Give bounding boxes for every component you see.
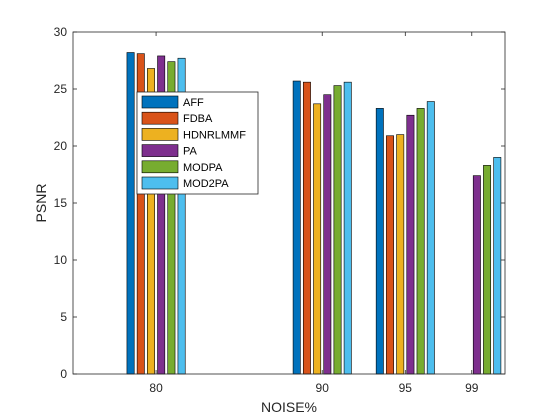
bar-hdnrlmmf-90 [313, 103, 322, 375]
bar-hdnrlmmf-95 [396, 134, 405, 375]
bar-mod2pa-95 [426, 101, 435, 375]
bar-aff-95 [375, 108, 384, 375]
legend-label-hdnrlmmf: HDNRLMMF [183, 129, 246, 141]
bar-mod2pa-99 [493, 157, 502, 375]
legend-swatch-aff [141, 95, 179, 109]
y-tick-label: 20 [54, 139, 68, 153]
x-axis-title: NOISE% [261, 399, 317, 415]
legend-swatch-mod2pa [141, 176, 179, 190]
x-tick-label: 99 [465, 381, 479, 395]
legend: AFF FDBA HDNRLMMF PA MODPA MOD2PA [136, 91, 259, 195]
bar-pa-95 [406, 114, 415, 375]
bar-aff-80 [126, 52, 135, 375]
bar-pa-99 [472, 175, 481, 375]
x-tick-label: 80 [149, 381, 163, 395]
legend-label-pa: PA [183, 146, 198, 158]
legend-swatch-hdnrlmmf [141, 128, 179, 141]
bar-fdba-95 [386, 135, 394, 375]
y-tick-label: 25 [54, 82, 68, 96]
legend-swatch-fdba [141, 111, 179, 125]
x-tick-label: 90 [316, 381, 330, 395]
bar-fdba-90 [302, 81, 311, 375]
legend-label-fdba: FDBA [183, 113, 213, 125]
y-tick-label: 5 [60, 310, 67, 324]
legend-label-aff: AFF [183, 97, 204, 109]
bar-mod2pa-90 [343, 81, 352, 375]
axes-group: 0 5 10 15 20 25 30 80 90 95 99 [54, 25, 506, 395]
y-tick-label: 0 [60, 367, 67, 381]
x-tick-label: 95 [399, 381, 413, 395]
legend-label-mod2pa: MOD2PA [183, 178, 229, 190]
bar-modpa-99 [483, 165, 492, 375]
bar-aff-90 [292, 80, 301, 375]
y-tick-label: 15 [54, 196, 68, 210]
bar-modpa-95 [416, 108, 425, 375]
bar-modpa-90 [333, 85, 342, 375]
legend-swatch-pa [141, 144, 179, 157]
legend-swatch-modpa [141, 160, 179, 174]
y-tick-label: 30 [54, 25, 68, 39]
y-axis-title: PSNR [33, 184, 49, 223]
y-tick-label: 10 [54, 253, 68, 267]
legend-label-modpa: MODPA [183, 162, 223, 174]
bar-pa-90 [323, 94, 332, 375]
